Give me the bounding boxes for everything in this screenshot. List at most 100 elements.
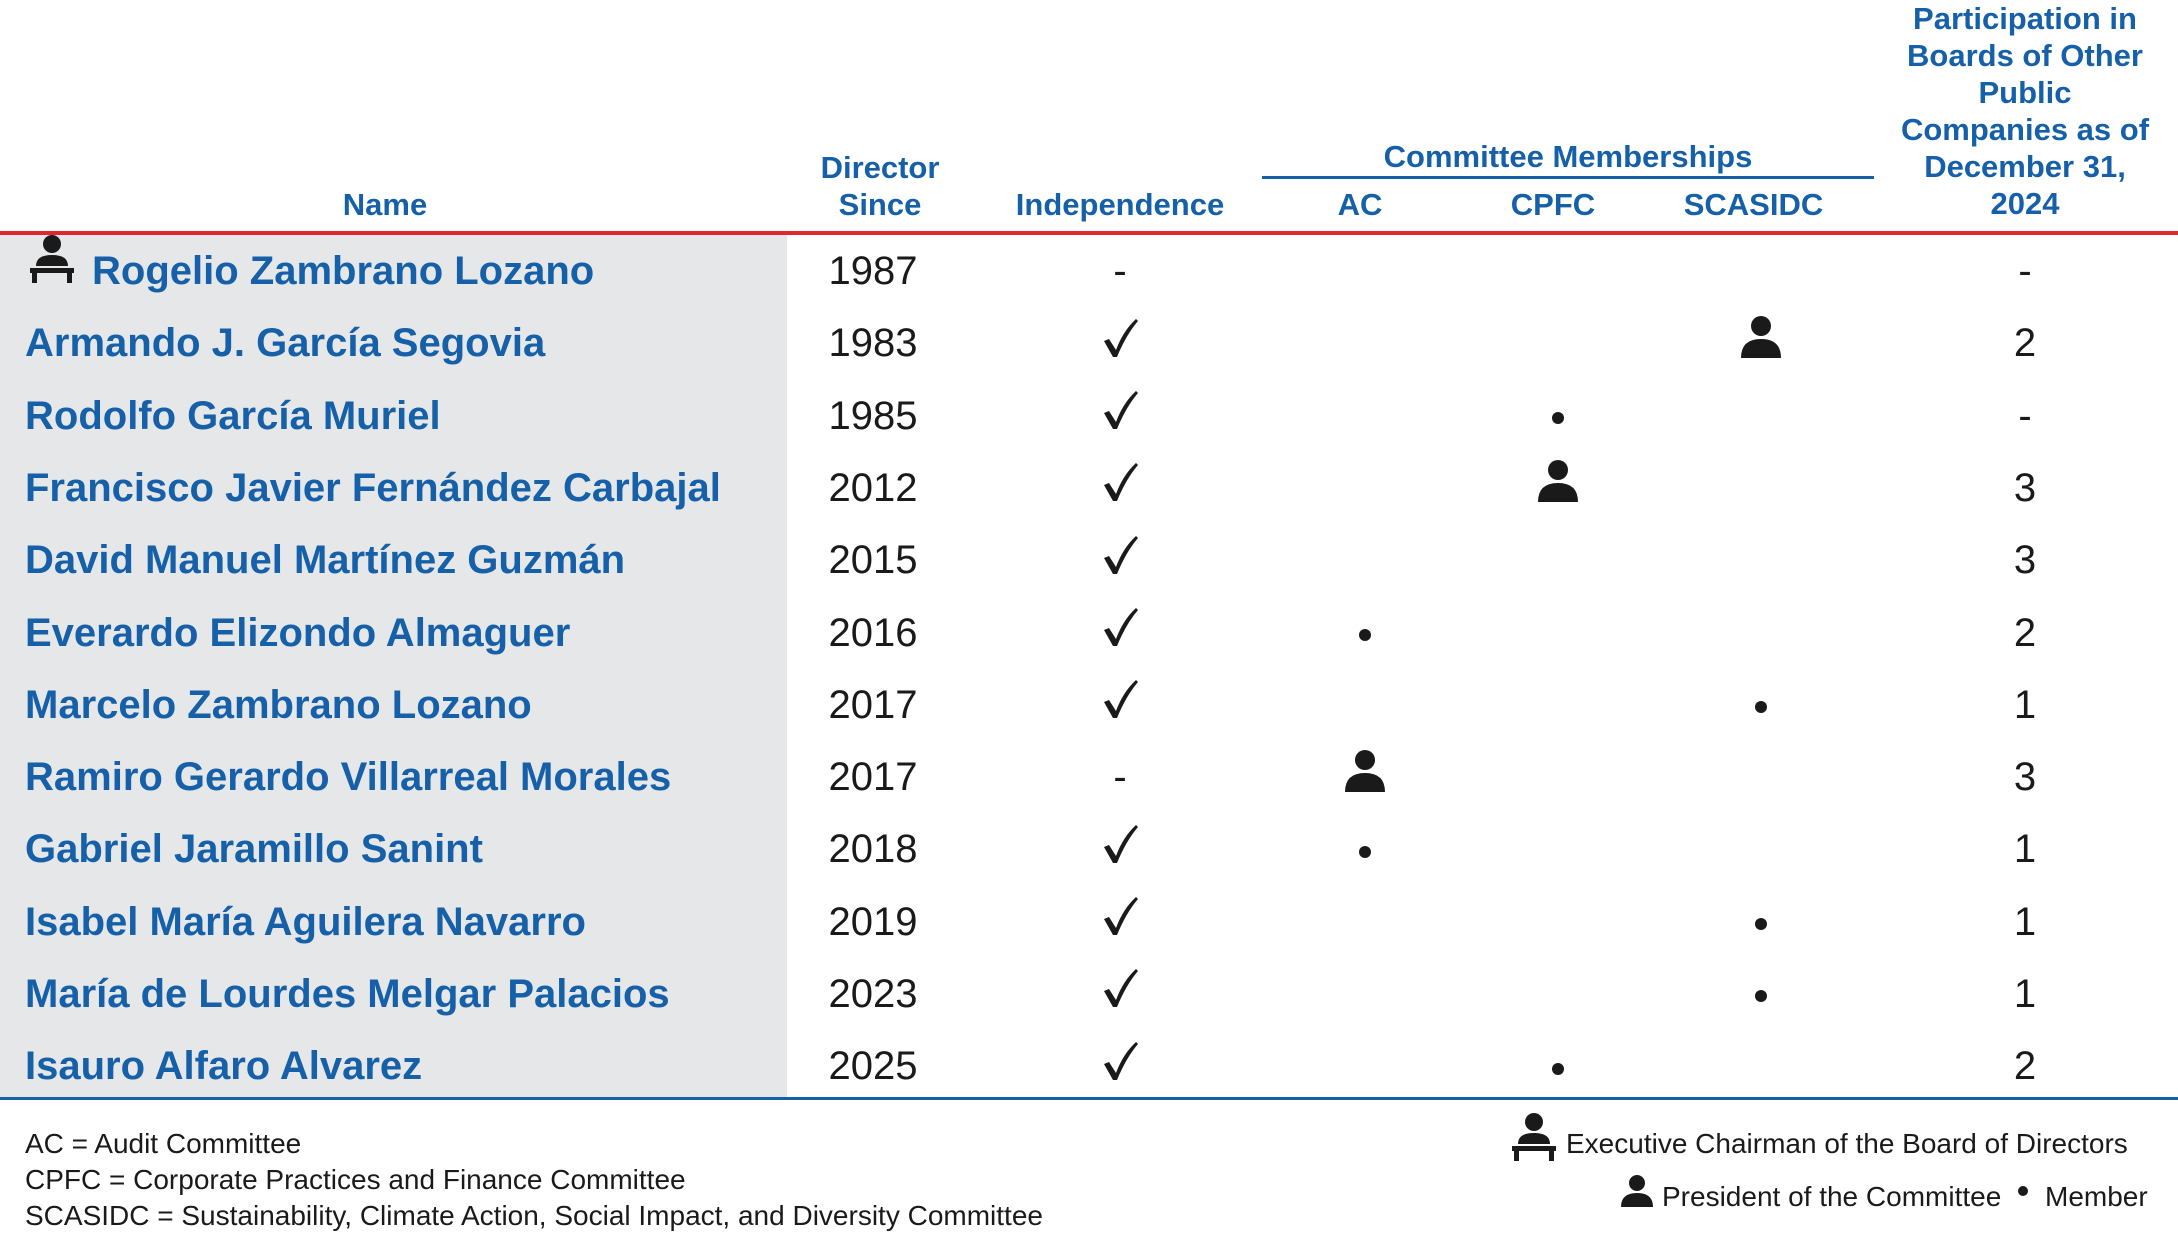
director-name: Ramiro Gerardo Villarreal Morales — [25, 741, 671, 813]
director-since: 2015 — [828, 538, 918, 583]
checkmark-icon — [1101, 599, 1139, 671]
director-since: 1985 — [828, 393, 918, 438]
checkmark-icon — [1101, 310, 1139, 382]
table-row: María de Lourdes Melgar Palacios 2023 1 — [0, 958, 2178, 1030]
president-legend-label: President of the Committee — [1662, 1181, 2002, 1212]
cpfc-cell — [1493, 1030, 1623, 1102]
ac-cell — [1300, 597, 1430, 669]
header-part-line3: Public — [1978, 75, 2072, 110]
chairman-person-icon — [28, 234, 76, 307]
bullet-dot-icon — [1755, 918, 1767, 931]
checkmark-icon — [1101, 454, 1139, 526]
director-since: 2023 — [828, 972, 918, 1016]
director-name-text: Armando J. García Segovia — [25, 321, 546, 366]
checkmark-icon — [1101, 1033, 1139, 1105]
scasidc-cell — [1696, 886, 1826, 958]
header-part-line5: December 31, — [1924, 149, 2126, 184]
member-legend-label: Member — [2045, 1181, 2148, 1212]
director-name: Isabel María Aguilera Navarro — [25, 886, 586, 958]
checkmark-icon — [1101, 671, 1139, 743]
cpfc-cell — [1493, 669, 1623, 741]
header-cpfc: CPFC — [1510, 187, 1596, 222]
cpfc-cell — [1493, 886, 1623, 958]
footer-ac-definition: AC = Audit Committee — [25, 1128, 302, 1159]
participation-count: 3 — [2013, 755, 2037, 800]
header-scasidc: SCASIDC — [1683, 187, 1824, 222]
table-row: Armando J. García Segovia 1983 2 — [0, 307, 2178, 379]
member-legend-dot-icon — [2018, 1186, 2028, 1196]
participation-count: 2 — [2013, 1044, 2037, 1089]
participation-count: 1 — [2013, 827, 2037, 872]
independence-cell — [1000, 307, 1240, 379]
bullet-dot-icon — [1552, 412, 1564, 425]
participation-count: 1 — [2013, 899, 2037, 944]
participation-count: - — [2018, 393, 2032, 438]
scasidc-cell — [1696, 380, 1826, 452]
scasidc-cell — [1696, 452, 1826, 524]
cpfc-cell — [1493, 813, 1623, 885]
president-legend-icon — [1620, 1174, 1654, 1213]
bullet-dot-icon — [1755, 990, 1767, 1003]
participation-count: 3 — [2013, 465, 2037, 510]
bullet-dot-icon — [1359, 845, 1371, 858]
header-ac: AC — [1337, 187, 1383, 222]
participation-count: 1 — [2013, 682, 2037, 727]
checkmark-icon — [1101, 527, 1139, 599]
scasidc-cell — [1696, 235, 1826, 307]
scasidc-cell — [1696, 307, 1826, 379]
cpfc-cell — [1493, 307, 1623, 379]
director-since: 1983 — [828, 321, 918, 366]
scasidc-cell — [1696, 669, 1826, 741]
director-name-text: María de Lourdes Melgar Palacios — [25, 972, 670, 1016]
table-row: Marcelo Zambrano Lozano 2017 1 — [0, 669, 2178, 741]
chairman-legend-label: Executive Chairman of the Board of Direc… — [1566, 1128, 2128, 1159]
table-row: Ramiro Gerardo Villarreal Morales 2017 - 3 — [0, 741, 2178, 813]
independence-cell — [1000, 886, 1240, 958]
checkmark-icon — [1101, 888, 1139, 960]
independence-cell — [1000, 958, 1240, 1030]
scasidc-cell — [1696, 958, 1826, 1030]
header-name: Name — [342, 187, 428, 222]
header-independence: Independence — [1015, 187, 1225, 222]
scasidc-cell — [1696, 813, 1826, 885]
table-row: Isauro Alfaro Alvarez 2025 2 — [0, 1030, 2178, 1102]
ac-cell — [1300, 235, 1430, 307]
independence-cell — [1000, 380, 1240, 452]
header-director-since: Director Since — [780, 149, 980, 223]
participation-count: - — [2018, 249, 2032, 293]
director-since: 2018 — [828, 827, 918, 872]
table-row: Everardo Elizondo Almaguer 2016 2 — [0, 597, 2178, 669]
director-name: Marcelo Zambrano Lozano — [25, 669, 532, 741]
independence-cell — [1000, 813, 1240, 885]
participation-count: 1 — [2013, 972, 2037, 1016]
independence-cell — [1000, 1030, 1240, 1102]
table-row: Francisco Javier Fernández Carbajal 2012 3 — [0, 452, 2178, 524]
bullet-dot-icon — [1359, 628, 1371, 641]
independence-cell — [1000, 524, 1240, 596]
ac-cell — [1300, 669, 1430, 741]
director-name-text: David Manuel Martínez Guzmán — [25, 538, 626, 583]
bullet-dot-icon — [1552, 1062, 1564, 1075]
ac-cell — [1300, 886, 1430, 958]
director-name-text: Rodolfo García Muriel — [25, 393, 441, 438]
table-row: David Manuel Martínez Guzmán 2015 3 — [0, 524, 2178, 596]
table-row: Rogelio Zambrano Lozano 1987 - - — [0, 234, 2178, 307]
committee-underline — [1262, 176, 1874, 179]
independence-dash: - — [1113, 755, 1127, 800]
header-part-line1: Participation in — [1913, 1, 2137, 36]
director-name: Isauro Alfaro Alvarez — [25, 1030, 422, 1102]
participation-count: 2 — [2013, 321, 2037, 366]
checkmark-icon — [1101, 382, 1139, 454]
director-name: Rodolfo García Muriel — [25, 380, 441, 452]
director-name: Rogelio Zambrano Lozano — [28, 234, 594, 307]
footer-cpfc-definition: CPFC = Corporate Practices and Finance C… — [25, 1164, 686, 1195]
cpfc-cell — [1493, 741, 1623, 813]
footer-scasidc-definition: SCASIDC = Sustainability, Climate Action… — [25, 1200, 1043, 1231]
cpfc-cell — [1493, 597, 1623, 669]
director-name-text: Ramiro Gerardo Villarreal Morales — [25, 755, 672, 800]
ac-cell — [1300, 380, 1430, 452]
director-name-text: Marcelo Zambrano Lozano — [25, 682, 532, 727]
bullet-dot-icon — [1755, 701, 1767, 714]
table-row: Gabriel Jaramillo Sanint 2018 1 — [0, 813, 2178, 885]
director-name-text: Isauro Alfaro Alvarez — [25, 1044, 423, 1089]
